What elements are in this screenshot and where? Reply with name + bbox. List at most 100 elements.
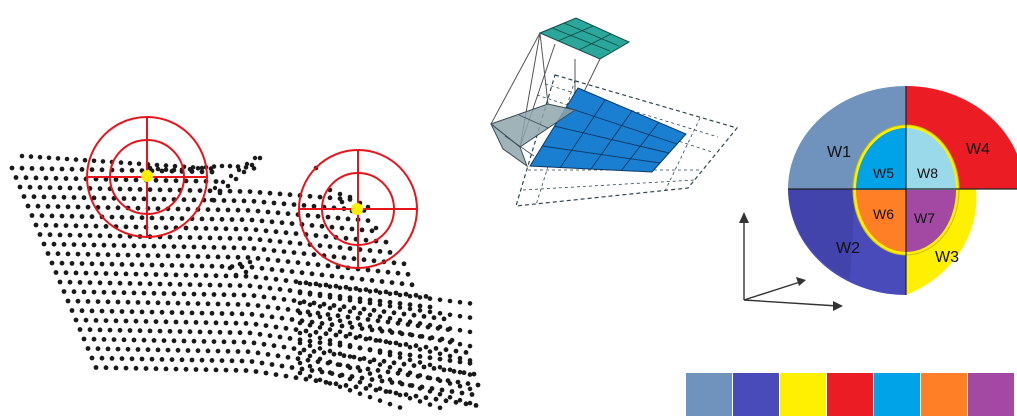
cloud-point (159, 262, 165, 268)
cloud-point (353, 335, 359, 341)
cloud-point (413, 292, 419, 298)
cloud-point (447, 381, 453, 386)
axis-diagonal (743, 281, 801, 301)
input-grid-lines (541, 99, 678, 172)
cloud-point (293, 231, 299, 237)
cloud-point (249, 311, 255, 317)
cloud-point (41, 194, 47, 200)
cloud-point (367, 371, 373, 376)
cloud-point (91, 242, 97, 248)
cloud-point (219, 163, 225, 169)
cloud-point (141, 290, 147, 296)
cloud-point (149, 309, 155, 315)
cloud-point (203, 367, 209, 373)
color-swatch (780, 373, 826, 416)
cloud-point (457, 299, 463, 305)
cloud-point (357, 333, 363, 339)
cloud-point (173, 178, 179, 184)
cloud-point (327, 295, 333, 300)
cloud-point (171, 338, 177, 344)
cloud-point (87, 327, 93, 333)
cloud-point (149, 262, 155, 268)
cloud-point (249, 162, 255, 168)
cloud-point (55, 156, 61, 161)
cloud-point (317, 243, 323, 249)
cloud-point (329, 273, 335, 279)
cloud-point (327, 370, 333, 375)
context-patch (489, 103, 577, 168)
cloud-point (383, 389, 389, 394)
cloud-point (227, 163, 233, 169)
cloud-point (217, 235, 223, 241)
cloud-point (395, 270, 401, 276)
cloud-point (143, 271, 149, 277)
cloud-point (375, 318, 381, 324)
cloud-point (241, 292, 247, 298)
cloud-point (27, 184, 33, 190)
cloud-point (64, 156, 70, 162)
color-swatch-strip (686, 373, 1014, 416)
label-w6: W6 (873, 206, 894, 222)
cloud-point (179, 357, 185, 363)
cloud-point (252, 155, 258, 161)
cloud-point (285, 307, 291, 312)
cloud-point (345, 216, 351, 222)
cloud-point (453, 399, 459, 405)
cloud-point (99, 261, 105, 267)
cloud-point (31, 194, 37, 200)
cloud-point (447, 358, 453, 363)
cloud-point (220, 179, 226, 185)
cloud-point (447, 298, 453, 304)
cloud-point (249, 264, 255, 270)
cloud-point (371, 357, 377, 363)
cloud-point (9, 165, 15, 171)
cloud-point (225, 207, 231, 213)
cloud-point (271, 295, 277, 301)
cloud-point (269, 362, 275, 367)
cloud-point (82, 157, 88, 163)
cloud-point (223, 320, 229, 326)
cloud-point (349, 324, 355, 330)
cloud-point (228, 173, 234, 179)
cloud-point (307, 281, 313, 287)
cloud-point (65, 298, 71, 304)
cloud-point (49, 213, 55, 219)
cloud-point (119, 262, 125, 267)
cloud-point (199, 357, 205, 363)
cloud-point (105, 346, 111, 352)
cloud-point (261, 294, 267, 300)
cloud-point (161, 291, 167, 296)
cloud-point (333, 283, 339, 289)
cloud-point (313, 233, 319, 238)
cloud-point (375, 368, 381, 373)
cloud-point (91, 289, 97, 295)
cloud-point (271, 343, 277, 349)
kernel-fill (538, 17, 631, 60)
cloud-point (103, 224, 109, 229)
cloud-point (437, 297, 443, 303)
cloud-point (397, 292, 403, 298)
cloud-point (341, 353, 347, 359)
cloud-point (37, 232, 43, 237)
cloud-point (307, 333, 313, 338)
cloud-point (321, 350, 327, 356)
cloud-point (157, 187, 163, 193)
cloud-point (393, 340, 399, 346)
cloud-point (337, 318, 343, 324)
cloud-point (265, 209, 271, 215)
cloud-point (291, 346, 297, 351)
cloud-point (41, 241, 47, 247)
cloud-point (387, 250, 393, 255)
cloud-point (181, 291, 187, 297)
cloud-point (17, 184, 23, 190)
kernel-grid-lines (551, 22, 620, 52)
cloud-point (337, 340, 343, 346)
cloud-point (407, 352, 413, 358)
cloud-point (191, 291, 197, 297)
cloud-point (277, 191, 283, 197)
cloud-point (413, 393, 419, 399)
cloud-point (307, 322, 313, 328)
cloud-point (109, 214, 115, 220)
cloud-point (309, 368, 315, 373)
cloud-point (295, 356, 301, 362)
